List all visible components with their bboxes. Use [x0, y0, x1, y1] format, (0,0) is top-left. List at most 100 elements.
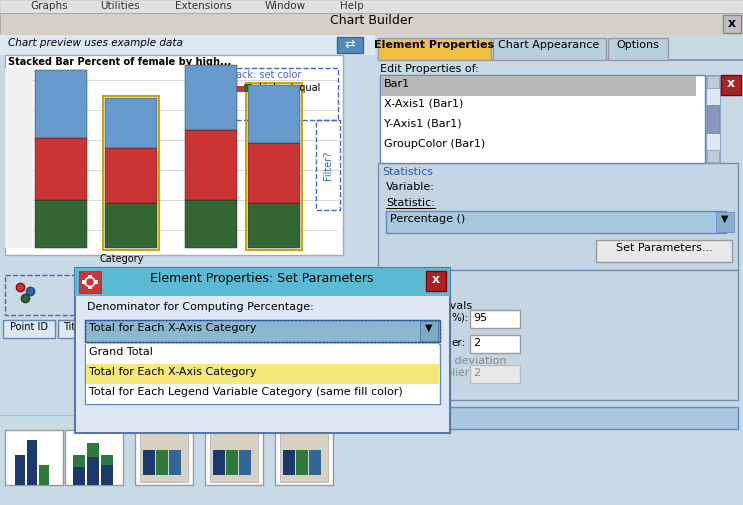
- Bar: [105, 203, 157, 248]
- Bar: [0, 13, 743, 35]
- Text: x: x: [727, 77, 735, 90]
- Bar: [596, 240, 732, 262]
- Bar: [39, 465, 49, 485]
- Text: Stacked Bar Percent of female by high...: Stacked Bar Percent of female by high...: [8, 57, 231, 67]
- Bar: [33, 200, 338, 201]
- Text: Chart preview uses example data: Chart preview uses example data: [8, 38, 183, 48]
- Bar: [65, 430, 123, 485]
- Bar: [87, 457, 99, 485]
- Text: ▼: ▼: [721, 214, 729, 224]
- Bar: [73, 467, 85, 485]
- Bar: [185, 130, 237, 200]
- Text: Standard deviation: Standard deviation: [400, 356, 507, 366]
- Bar: [27, 440, 37, 485]
- Bar: [5, 55, 343, 255]
- Text: Filter?: Filter?: [323, 150, 333, 180]
- Text: Category: Category: [100, 254, 144, 264]
- Bar: [5, 68, 33, 248]
- Bar: [723, 15, 741, 33]
- Bar: [426, 271, 446, 291]
- Text: Extensions: Extensions: [175, 1, 232, 11]
- Text: x: x: [728, 17, 736, 30]
- Bar: [707, 76, 719, 88]
- Bar: [381, 76, 696, 96]
- Bar: [296, 450, 308, 475]
- Text: Edit Properties of:: Edit Properties of:: [380, 64, 479, 74]
- Bar: [707, 150, 719, 162]
- Bar: [33, 110, 338, 111]
- Bar: [470, 335, 520, 353]
- Bar: [35, 138, 87, 200]
- Bar: [378, 163, 738, 270]
- Bar: [156, 450, 168, 475]
- Bar: [470, 310, 520, 328]
- Bar: [380, 403, 436, 404]
- Text: ▼: ▼: [425, 323, 432, 333]
- Bar: [470, 365, 520, 383]
- Bar: [228, 82, 236, 92]
- Text: Denominator for Computing Percentage:: Denominator for Computing Percentage:: [87, 302, 314, 312]
- Bar: [213, 450, 225, 475]
- Bar: [380, 407, 738, 429]
- Bar: [185, 200, 237, 248]
- Bar: [337, 37, 363, 53]
- Text: Graphs: Graphs: [30, 1, 68, 11]
- Text: er:: er:: [451, 338, 465, 348]
- Circle shape: [85, 277, 95, 287]
- Bar: [378, 38, 491, 60]
- Bar: [185, 65, 237, 130]
- Bar: [226, 450, 238, 475]
- Bar: [608, 38, 668, 60]
- Bar: [58, 320, 90, 338]
- Bar: [103, 96, 159, 250]
- Text: Set Parameters...: Set Parameters...: [616, 243, 713, 253]
- Text: Statistics: Statistics: [382, 167, 433, 177]
- Text: Help: Help: [340, 1, 364, 11]
- Bar: [143, 450, 155, 475]
- Bar: [239, 450, 251, 475]
- Text: 95: 95: [473, 313, 487, 323]
- Bar: [0, 415, 375, 505]
- Text: 2: 2: [473, 338, 480, 348]
- Text: Variable:: Variable:: [386, 182, 435, 192]
- Bar: [135, 430, 193, 485]
- Text: Percentage (): Percentage (): [390, 214, 465, 224]
- Text: Bar1: Bar1: [384, 79, 410, 89]
- Bar: [33, 230, 338, 231]
- Text: Title: Title: [63, 322, 85, 332]
- Bar: [707, 105, 719, 133]
- Bar: [0, 0, 743, 13]
- Bar: [244, 84, 252, 92]
- Bar: [248, 85, 300, 143]
- Text: Chart Appearance: Chart Appearance: [499, 40, 600, 50]
- Text: epresent: epresent: [386, 287, 441, 297]
- Bar: [86, 344, 439, 364]
- Bar: [706, 75, 720, 163]
- Text: d error: d error: [400, 326, 438, 336]
- Bar: [3, 320, 55, 338]
- Bar: [85, 344, 440, 404]
- Bar: [140, 432, 188, 482]
- Bar: [375, 35, 743, 505]
- Text: Element Properties: Set Parameters: Element Properties: Set Parameters: [150, 272, 374, 285]
- Bar: [386, 211, 726, 233]
- Bar: [5, 430, 63, 485]
- Bar: [716, 212, 734, 232]
- Text: X-Axis1 (Bar1): X-Axis1 (Bar1): [384, 99, 464, 109]
- Text: %):: %):: [451, 313, 469, 323]
- Bar: [246, 83, 302, 250]
- Bar: [33, 140, 338, 141]
- Bar: [87, 443, 99, 457]
- Text: Statistic:: Statistic:: [386, 198, 435, 208]
- Text: ⇄: ⇄: [345, 38, 355, 51]
- Bar: [101, 465, 113, 485]
- Text: Total for Each X-Axis Category: Total for Each X-Axis Category: [89, 323, 256, 333]
- Bar: [86, 364, 439, 384]
- Bar: [33, 80, 338, 81]
- Text: nce intervals: nce intervals: [400, 301, 472, 311]
- Text: Y-Axis1 (Bar1): Y-Axis1 (Bar1): [384, 119, 461, 129]
- Bar: [205, 430, 263, 485]
- Text: Grand Total: Grand Total: [89, 347, 153, 357]
- Text: Stack: set color: Stack: set color: [226, 70, 302, 80]
- Text: rror bars: rror bars: [393, 274, 441, 284]
